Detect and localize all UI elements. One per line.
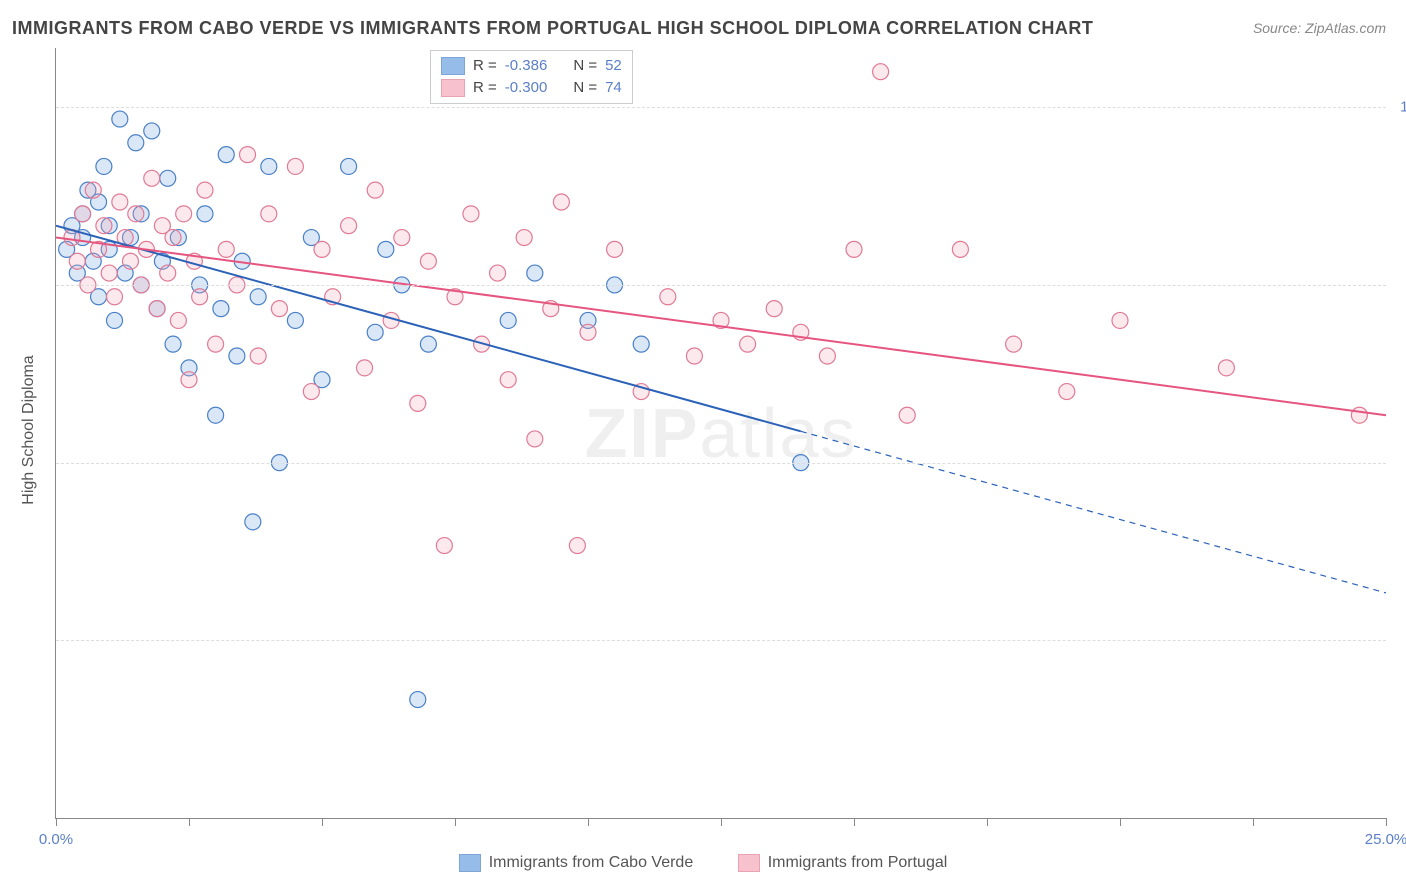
n-value-portugal: 74 (605, 77, 622, 99)
series-label-cabo-verde: Immigrants from Cabo Verde (489, 854, 694, 872)
series-label-portugal: Immigrants from Portugal (768, 854, 948, 872)
swatch-cabo-verde (441, 57, 465, 75)
correlation-legend: R = -0.386 N = 52 R = -0.300 N = 74 (430, 50, 633, 104)
n-value-cabo-verde: 52 (605, 55, 622, 77)
r-value-cabo-verde: -0.386 (505, 55, 548, 77)
y-tick-label: 55.0% (1391, 632, 1406, 649)
legend-item-cabo-verde: Immigrants from Cabo Verde (459, 854, 694, 872)
swatch-cabo-verde-icon (459, 854, 481, 872)
legend-item-portugal: Immigrants from Portugal (738, 854, 948, 872)
source-attribution: Source: ZipAtlas.com (1253, 20, 1386, 36)
r-label: R = (473, 77, 497, 99)
r-value-portugal: -0.300 (505, 77, 548, 99)
legend-row-cabo-verde: R = -0.386 N = 52 (441, 55, 622, 77)
r-label: R = (473, 55, 497, 77)
x-tick-label: 0.0% (39, 831, 73, 848)
swatch-portugal (441, 79, 465, 97)
y-axis-label: High School Diploma (20, 355, 38, 504)
y-tick-label: 70.0% (1391, 454, 1406, 471)
n-label: N = (573, 77, 597, 99)
plot-area: ZIPatlas 55.0%70.0%85.0%100.0%0.0%25.0% (55, 48, 1386, 819)
legend-row-portugal: R = -0.300 N = 74 (441, 77, 622, 99)
chart-title: IMMIGRANTS FROM CABO VERDE VS IMMIGRANTS… (12, 18, 1093, 39)
n-label: N = (573, 55, 597, 77)
y-tick-label: 85.0% (1391, 276, 1406, 293)
swatch-portugal-icon (738, 854, 760, 872)
x-tick-label: 25.0% (1365, 831, 1406, 848)
y-tick-label: 100.0% (1391, 99, 1406, 116)
series-legend: Immigrants from Cabo Verde Immigrants fr… (0, 854, 1406, 877)
chart-svg (56, 48, 1386, 818)
